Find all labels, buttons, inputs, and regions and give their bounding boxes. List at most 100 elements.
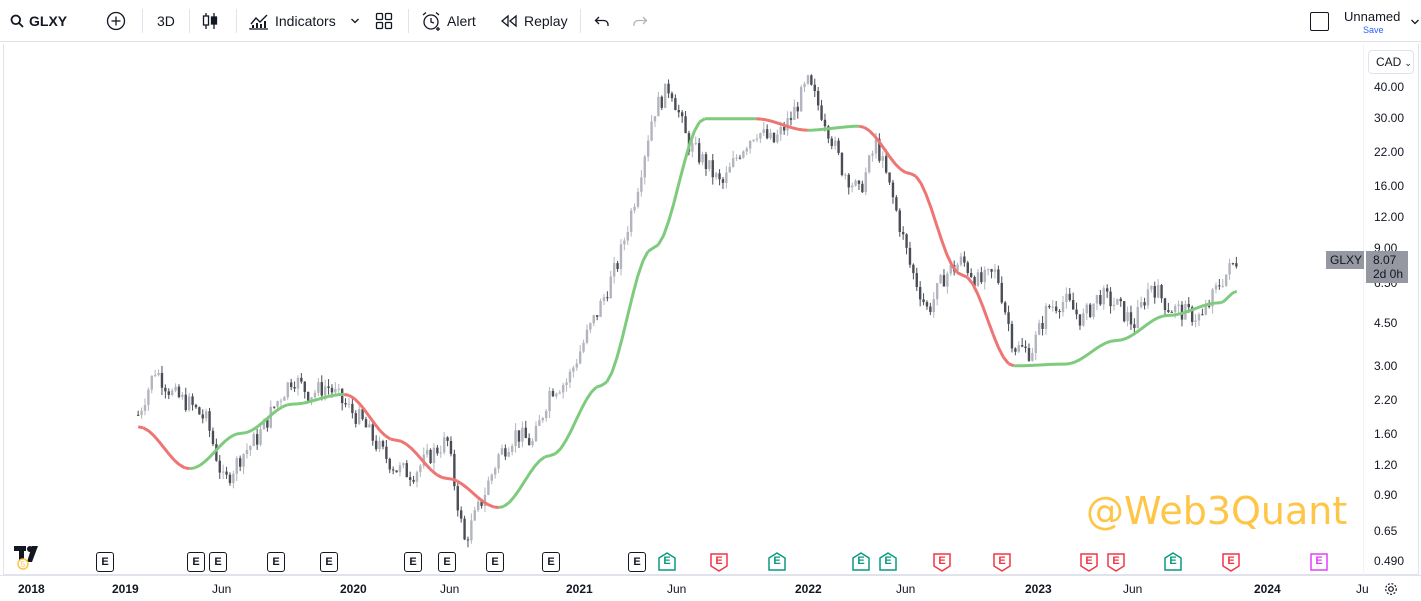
earnings-event-marker[interactable]: E	[438, 552, 456, 572]
candle-body	[1170, 311, 1173, 313]
chart-type-button[interactable]	[201, 0, 219, 42]
earnings-event-marker[interactable]: E	[933, 552, 951, 572]
tradingview-logo-icon: 5	[14, 546, 38, 570]
toolbar-divider	[236, 9, 237, 33]
redo-button[interactable]	[632, 0, 648, 42]
candle-body	[296, 377, 300, 389]
candle-body	[1078, 314, 1082, 326]
redo-icon	[633, 16, 648, 26]
earnings-event-marker[interactable]: E	[1310, 552, 1328, 572]
price-axis-label: 0.90	[1374, 488, 1398, 502]
candle-body	[1235, 263, 1238, 267]
alert-button[interactable]: Alert	[421, 0, 476, 42]
candle-body	[606, 297, 609, 299]
layout-name[interactable]: Unnamed	[1344, 9, 1401, 24]
candle-body	[334, 388, 337, 393]
earnings-event-marker[interactable]: E	[320, 552, 338, 572]
candle-body	[415, 472, 419, 482]
candle-body	[551, 391, 555, 397]
candle-body	[150, 375, 153, 390]
earnings-event-marker[interactable]: E	[879, 552, 897, 572]
time-axis[interactable]: 2018 2019 Jun 2020 Jun 2021 Jun 2022 Jun 2023 Jun 2…	[0, 575, 1421, 601]
earnings-event-label: E	[884, 555, 892, 567]
candle-body	[633, 206, 636, 211]
earnings-event-marker[interactable]: E	[404, 552, 422, 572]
undo-icon	[594, 16, 609, 26]
candle-body	[242, 454, 245, 467]
earnings-shield-icon	[768, 552, 786, 571]
earnings-event-marker[interactable]: E	[542, 552, 560, 572]
candle-body	[558, 392, 561, 394]
candle-body	[221, 471, 225, 473]
candle-body	[1160, 285, 1163, 299]
undo-button[interactable]	[594, 0, 610, 42]
candle-body	[779, 126, 782, 135]
candle-body	[677, 110, 680, 113]
candle-body	[388, 458, 391, 470]
time-axis-label: Jun	[212, 582, 232, 596]
candle-body	[208, 411, 211, 431]
earnings-event-label: E	[1227, 555, 1235, 567]
earnings-event-marker[interactable]: E	[628, 552, 646, 572]
earnings-event-marker[interactable]: E	[1222, 552, 1240, 572]
candle-body	[283, 397, 286, 401]
chart-settings-button[interactable]	[1384, 582, 1398, 601]
earnings-event-marker[interactable]: E	[1080, 552, 1098, 572]
earnings-event-marker[interactable]: E	[993, 552, 1011, 572]
interval-button[interactable]: 3D	[157, 0, 175, 42]
candle-body	[136, 414, 140, 416]
layout-menu-button[interactable]	[1410, 13, 1420, 31]
chevron-down-icon: ⌄	[1404, 58, 1412, 68]
candle-body	[884, 156, 888, 173]
earnings-event-label: E	[1315, 555, 1323, 567]
earnings-event-marker[interactable]: E	[96, 552, 114, 572]
earnings-event-marker[interactable]: E	[486, 552, 504, 572]
indicators-icon	[249, 14, 268, 30]
candle-body	[697, 143, 701, 163]
toolbar-divider	[189, 9, 190, 33]
currency-selector[interactable]: CAD ⌄	[1368, 50, 1414, 74]
earnings-event-marker[interactable]: E	[209, 552, 227, 572]
candle-body	[293, 387, 296, 389]
time-axis-label: Jun	[896, 582, 916, 596]
earnings-event-marker[interactable]: E	[658, 552, 676, 572]
candle-body	[643, 156, 646, 178]
candle-body	[1211, 289, 1214, 307]
replay-button[interactable]: Replay	[500, 0, 568, 42]
candle-body	[1102, 288, 1105, 305]
earnings-event-marker[interactable]: E	[852, 552, 870, 572]
tradingview-logo[interactable]: 5	[14, 544, 44, 575]
earnings-shield-icon	[710, 553, 728, 572]
candle-body	[395, 470, 398, 473]
symbol-search-button[interactable]: GLXY	[10, 0, 67, 42]
candle-body	[759, 133, 762, 139]
candle-body	[1143, 302, 1146, 306]
chevron-down-icon	[351, 18, 359, 24]
earnings-event-marker[interactable]: E	[768, 552, 786, 572]
candle-body	[772, 132, 776, 143]
save-link[interactable]: Save	[1363, 25, 1384, 35]
earnings-event-marker[interactable]: E	[267, 552, 285, 572]
candle-body	[816, 91, 820, 106]
layouts-button[interactable]	[375, 0, 393, 42]
candle-body	[357, 409, 361, 424]
candle-body	[946, 273, 949, 287]
chart-pane[interactable]	[3, 44, 1419, 575]
earnings-event-marker[interactable]: E	[1107, 552, 1125, 572]
earnings-event-marker[interactable]: E	[710, 552, 728, 572]
earnings-event-label: E	[773, 555, 781, 567]
indicators-button[interactable]: Indicators	[249, 0, 336, 42]
compare-symbol-button[interactable]	[106, 0, 126, 42]
candle-body	[1136, 307, 1139, 329]
svg-text:5: 5	[21, 560, 26, 569]
candle-body	[898, 210, 901, 232]
earnings-event-marker[interactable]: E	[187, 552, 205, 572]
earnings-event-marker[interactable]: E	[1164, 552, 1182, 572]
indicators-dropdown-button[interactable]	[350, 0, 360, 42]
fullscreen-checkbox[interactable]	[1310, 12, 1329, 31]
candle-body	[905, 234, 908, 248]
candle-body	[544, 410, 548, 419]
candle-body	[609, 276, 612, 299]
candle-body	[640, 177, 643, 192]
